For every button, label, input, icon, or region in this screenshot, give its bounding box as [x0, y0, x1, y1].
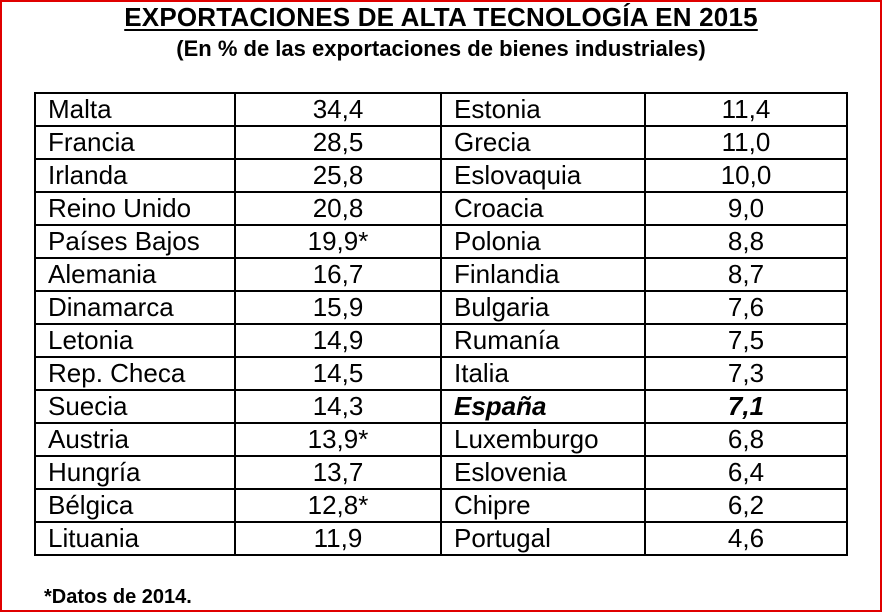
- value-cell: 13,7: [234, 455, 442, 490]
- table-row: Hungría 13,7 Eslovenia 6,4: [34, 455, 848, 490]
- table-row: Irlanda 25,8 Eslovaquia 10,0: [34, 158, 848, 193]
- country-cell: Polonia: [440, 224, 646, 259]
- country-cell: Letonia: [34, 323, 236, 358]
- value-cell: 6,8: [644, 422, 848, 457]
- value-cell: 7,1: [644, 389, 848, 424]
- value-cell: 16,7: [234, 257, 442, 292]
- country-cell: Croacia: [440, 191, 646, 226]
- value-cell: 7,6: [644, 290, 848, 325]
- table-row: Lituania 11,9 Portugal 4,6: [34, 521, 848, 556]
- country-cell: Alemania: [34, 257, 236, 292]
- exports-table-body: Malta 34,4 Estonia 11,4 Francia 28,5 Grecia 11,…: [34, 92, 848, 556]
- table-row: Suecia 14,3 España 7,1: [34, 389, 848, 424]
- page-title: EXPORTACIONES DE ALTA TECNOLOGÍA EN 2015: [0, 2, 882, 32]
- value-cell: 6,4: [644, 455, 848, 490]
- table-row: Rep. Checa 14,5 Italia 7,3: [34, 356, 848, 391]
- value-cell: 11,4: [644, 92, 848, 127]
- country-cell: Eslovenia: [440, 455, 646, 490]
- value-cell: 10,0: [644, 158, 848, 193]
- value-cell: 4,6: [644, 521, 848, 556]
- country-cell: Hungría: [34, 455, 236, 490]
- value-cell: 11,0: [644, 125, 848, 160]
- page-subtitle: (En % de las exportaciones de bienes ind…: [176, 36, 706, 61]
- value-cell: 14,3: [234, 389, 442, 424]
- table-row: Alemania 16,7 Finlandia 8,7: [34, 257, 848, 292]
- value-cell: 8,7: [644, 257, 848, 292]
- country-cell: Italia: [440, 356, 646, 391]
- exports-table: Malta 34,4 Estonia 11,4 Francia 28,5 Grecia 11,…: [34, 92, 848, 556]
- value-cell: 14,9: [234, 323, 442, 358]
- table-row: Letonia 14,9 Rumanía 7,5: [34, 323, 848, 358]
- table-row: Austria 13,9* Luxemburgo 6,8: [34, 422, 848, 457]
- table-row: Francia 28,5 Grecia 11,0: [34, 125, 848, 160]
- value-cell: 20,8: [234, 191, 442, 226]
- value-cell: 8,8: [644, 224, 848, 259]
- country-cell: Francia: [34, 125, 236, 160]
- value-cell: 9,0: [644, 191, 848, 226]
- value-cell: 15,9: [234, 290, 442, 325]
- table-row: Reino Unido 20,8 Croacia 9,0: [34, 191, 848, 226]
- country-cell: Dinamarca: [34, 290, 236, 325]
- table-row: Dinamarca 15,9 Bulgaria 7,6: [34, 290, 848, 325]
- country-cell: Chipre: [440, 488, 646, 523]
- country-cell: Grecia: [440, 125, 646, 160]
- table-row: Malta 34,4 Estonia 11,4: [34, 92, 848, 127]
- value-cell: 14,5: [234, 356, 442, 391]
- value-cell: 25,8: [234, 158, 442, 193]
- country-cell: Eslovaquia: [440, 158, 646, 193]
- value-cell: 7,5: [644, 323, 848, 358]
- value-cell: 12,8*: [234, 488, 442, 523]
- country-cell: Bélgica: [34, 488, 236, 523]
- table-row: Bélgica 12,8* Chipre 6,2: [34, 488, 848, 523]
- country-cell: Bulgaria: [440, 290, 646, 325]
- country-cell: Estonia: [440, 92, 646, 127]
- country-cell: Finlandia: [440, 257, 646, 292]
- value-cell: 34,4: [234, 92, 442, 127]
- value-cell: 13,9*: [234, 422, 442, 457]
- country-cell: Rumanía: [440, 323, 646, 358]
- country-cell: Reino Unido: [34, 191, 236, 226]
- value-cell: 6,2: [644, 488, 848, 523]
- table-row: Países Bajos 19,9* Polonia 8,8: [34, 224, 848, 259]
- country-cell: Lituania: [34, 521, 236, 556]
- footnote: *Datos de 2014.: [44, 586, 192, 608]
- country-cell: Austria: [34, 422, 236, 457]
- title-text: EXPORTACIONES DE ALTA TECNOLOGÍA EN 2015: [124, 2, 758, 32]
- country-cell: España: [440, 389, 646, 424]
- country-cell: Malta: [34, 92, 236, 127]
- value-cell: 19,9*: [234, 224, 442, 259]
- country-cell: Luxemburgo: [440, 422, 646, 457]
- country-cell: Suecia: [34, 389, 236, 424]
- country-cell: Portugal: [440, 521, 646, 556]
- value-cell: 28,5: [234, 125, 442, 160]
- country-cell: Irlanda: [34, 158, 236, 193]
- country-cell: Países Bajos: [34, 224, 236, 259]
- value-cell: 7,3: [644, 356, 848, 391]
- country-cell: Rep. Checa: [34, 356, 236, 391]
- value-cell: 11,9: [234, 521, 442, 556]
